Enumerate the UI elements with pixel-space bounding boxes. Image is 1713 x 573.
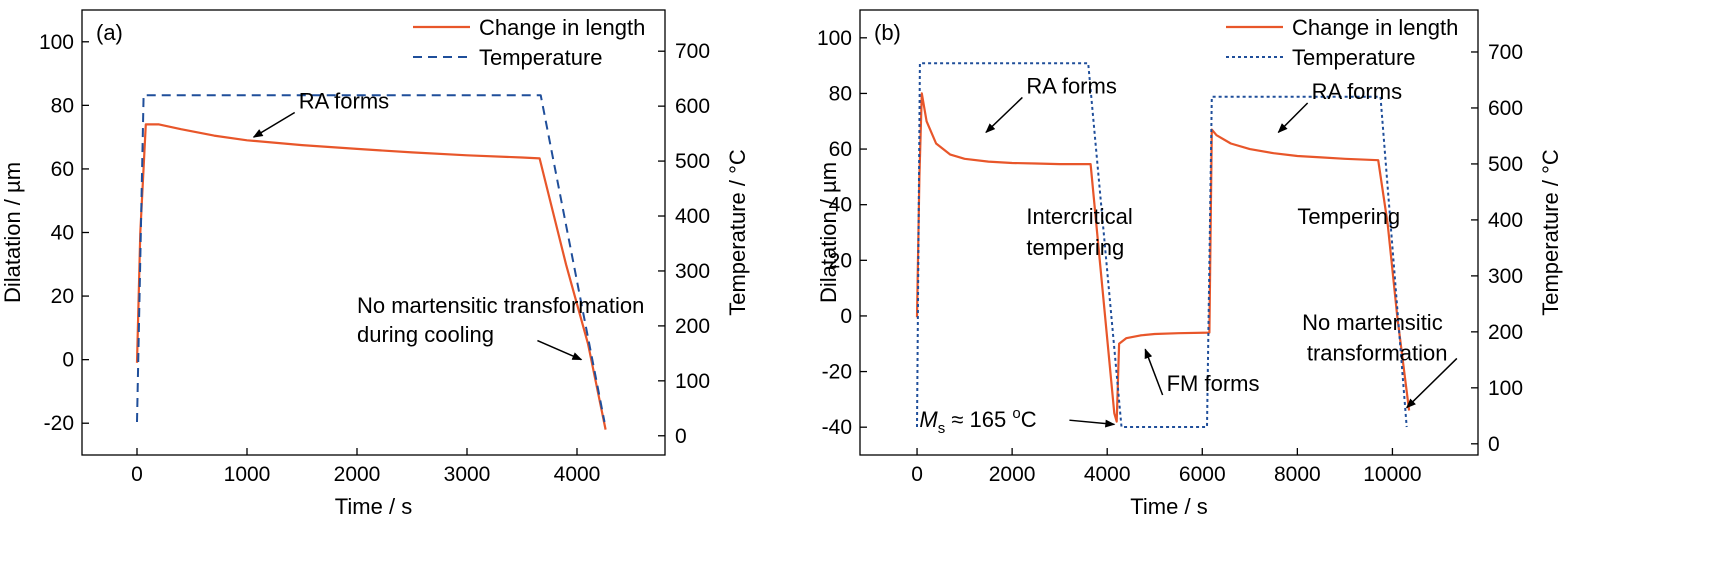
y-tick-label: 20 — [51, 285, 74, 308]
x-tick-label: 2000 — [334, 463, 381, 486]
y2-tick-label: 400 — [1488, 209, 1523, 232]
x-axis-label: Time / s — [335, 494, 412, 519]
annotation-arrow — [1277, 102, 1309, 134]
annotation: transformation — [1307, 340, 1448, 365]
y2-tick-label: 300 — [675, 260, 710, 283]
panel-label: (a) — [96, 20, 123, 45]
annotation-arrow — [985, 96, 1023, 134]
annotation: No martensitic transformation — [357, 293, 644, 318]
y2-axis-label: Temperature / °C — [1538, 149, 1563, 316]
y2-axis-label: Temperature / °C — [725, 149, 750, 316]
y-axis-label: Dilatation / µm — [816, 162, 841, 303]
y-tick-label: 40 — [829, 194, 852, 217]
series-line-change-in-length — [915, 92, 1411, 423]
x-tick-label: 0 — [911, 463, 923, 486]
annotation-arrow — [537, 339, 583, 361]
series-line-temperature — [916, 62, 1408, 428]
y-tick-label: -20 — [44, 412, 74, 435]
x-tick-label: 8000 — [1274, 463, 1321, 486]
annotation-arrow — [1144, 348, 1164, 396]
annotation: FM forms — [1167, 371, 1260, 396]
y-axis-label: Dilatation / µm — [0, 162, 25, 303]
x-axis-label: Time / s — [1130, 494, 1207, 519]
y2-tick-label: 0 — [1488, 433, 1500, 456]
legend-entry: Change in length — [1292, 15, 1458, 40]
y-tick-label: 100 — [817, 27, 852, 50]
x-tick-label: 2000 — [989, 463, 1036, 486]
y2-tick-label: 400 — [675, 205, 710, 228]
y2-tick-label: 500 — [675, 150, 710, 173]
y2-tick-label: 200 — [1488, 321, 1523, 344]
plot-frame — [81, 9, 666, 456]
y-tick-label: 0 — [840, 305, 852, 328]
annotation: No martensitic — [1302, 310, 1443, 335]
annotation: Ms ≈ 165 oC — [919, 405, 1036, 437]
annotation: during cooling — [357, 322, 494, 347]
annotation-arrow — [252, 111, 296, 138]
annotation: RA forms — [1026, 73, 1116, 98]
y-tick-label: 20 — [829, 249, 852, 272]
plot-frame — [859, 9, 1479, 456]
x-tick-label: 4000 — [554, 463, 601, 486]
legend-entry: Temperature — [1292, 45, 1416, 70]
y2-tick-label: 600 — [675, 95, 710, 118]
panel-label: (b) — [874, 20, 901, 45]
annotation-arrow — [1405, 357, 1458, 409]
legend-entry: Change in length — [479, 15, 645, 40]
x-tick-label: 0 — [131, 463, 143, 486]
panel-a: 0 1000 2000 3000 4000-2002040608010001002003… — [0, 9, 750, 519]
series-line-change-in-length — [135, 123, 607, 430]
annotation: RA forms — [299, 89, 389, 114]
y-tick-label: 40 — [51, 222, 74, 245]
y-tick-label: 0 — [62, 349, 74, 372]
y-tick-label: -40 — [822, 416, 852, 439]
y-tick-label: 60 — [829, 138, 852, 161]
legend-entry: Temperature — [479, 45, 603, 70]
series-line-temperature — [136, 94, 606, 423]
annotation: Tempering — [1297, 204, 1400, 229]
y2-tick-label: 0 — [675, 425, 687, 448]
x-tick-label: 3000 — [444, 463, 491, 486]
y2-tick-label: 100 — [1488, 377, 1523, 400]
y2-tick-label: 700 — [675, 40, 710, 63]
y2-tick-label: 600 — [1488, 97, 1523, 120]
annotation-arrow — [1069, 419, 1116, 428]
y2-tick-label: 200 — [675, 315, 710, 338]
y2-tick-label: 300 — [1488, 265, 1523, 288]
x-tick-label: 1000 — [224, 463, 271, 486]
y2-tick-label: 500 — [1488, 153, 1523, 176]
x-tick-label: 4000 — [1084, 463, 1131, 486]
y2-tick-label: 100 — [675, 370, 710, 393]
annotation: RA forms — [1312, 79, 1402, 104]
y-tick-label: -20 — [822, 361, 852, 384]
y-tick-label: 80 — [829, 82, 852, 105]
y-tick-label: 80 — [51, 94, 74, 117]
y-tick-label: 100 — [39, 31, 74, 54]
annotation: tempering — [1026, 235, 1124, 260]
panel-b: 0 2000 4000 6000 8000 10000-40-20020406080100… — [816, 9, 1563, 519]
y-tick-label: 60 — [51, 158, 74, 181]
annotation: Intercritical — [1026, 204, 1132, 229]
x-tick-label: 10000 — [1363, 463, 1421, 486]
x-tick-label: 6000 — [1179, 463, 1226, 486]
y2-tick-label: 700 — [1488, 41, 1523, 64]
